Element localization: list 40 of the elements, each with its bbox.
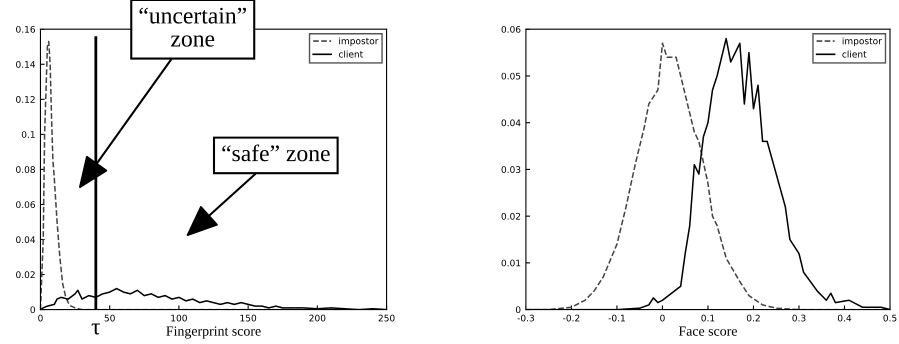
y-tick-label: 0.12	[16, 96, 35, 103]
x-tick-label: 0.3	[792, 314, 806, 322]
legend-label: impostor	[842, 37, 882, 46]
y-tick-label: 0.06	[502, 26, 520, 33]
y-tick-label: 0.02	[16, 271, 35, 278]
x-tick-label: 0.5	[883, 314, 896, 322]
y-tick-label: 0.05	[502, 72, 520, 80]
x-tick-label: -0.1	[608, 314, 625, 322]
x-tick-label: 0	[660, 314, 665, 322]
y-tick-label: 0	[516, 306, 520, 314]
y-tick-label: 0.08	[16, 166, 35, 173]
x-tick-label: 0.2	[746, 314, 760, 322]
y-tick-label: 0.01	[502, 260, 520, 266]
legend-label: impostor	[339, 37, 378, 46]
annotation: “uncertain” zone	[139, 8, 246, 47]
ref-line-label: τ	[92, 323, 100, 335]
x-axis-title: Fingerprint score	[166, 326, 261, 339]
legend-label: client	[842, 50, 866, 58]
y-tick-label: 0.16	[16, 26, 36, 33]
y-tick-label: 0.06	[16, 201, 36, 208]
legend-label: client	[338, 50, 363, 58]
x-tick-label: 250	[378, 314, 395, 322]
x-tick-label: 200	[309, 314, 326, 322]
x-tick-label: 50	[104, 314, 115, 322]
y-tick-label: 0.04	[502, 119, 521, 126]
x-axis-title: Face score	[678, 326, 737, 336]
y-tick-label: 0.1	[22, 131, 35, 138]
x-tick-label: 150	[240, 314, 256, 322]
x-tick-label: 0.4	[838, 314, 852, 322]
annotation: “safe” zone	[222, 144, 330, 162]
y-tick-label: 0	[30, 306, 35, 314]
y-tick-label: 0.03	[502, 166, 520, 173]
y-tick-label: 0.04	[16, 236, 36, 244]
x-tick-label: 100	[171, 314, 187, 322]
x-tick-label: 0	[38, 314, 43, 322]
x-tick-label: -0.3	[518, 314, 534, 322]
y-tick-label: 0.02	[502, 212, 520, 220]
y-tick-label: 0.14	[16, 61, 36, 68]
x-tick-label: 0.1	[701, 314, 714, 322]
x-tick-label: -0.2	[563, 314, 580, 322]
